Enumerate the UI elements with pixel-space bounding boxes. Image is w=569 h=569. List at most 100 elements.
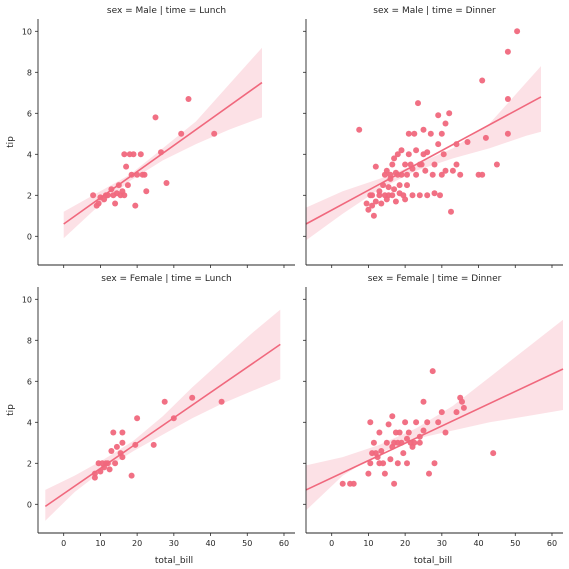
y-tick-label: 4: [27, 150, 32, 159]
data-point: [383, 167, 390, 174]
data-point: [424, 419, 431, 426]
data-point: [369, 202, 376, 209]
data-point: [152, 114, 159, 121]
data-point: [422, 167, 429, 174]
data-point: [415, 100, 421, 107]
data-point: [416, 439, 423, 446]
data-point: [339, 480, 346, 487]
data-point: [356, 126, 363, 133]
data-point: [389, 192, 396, 199]
data-point: [112, 200, 119, 207]
data-point: [413, 171, 420, 178]
data-point: [185, 96, 192, 102]
data-point: [137, 151, 144, 158]
data-point: [380, 460, 387, 467]
x-tick-label: 10: [363, 539, 373, 548]
data-point: [218, 398, 225, 405]
data-point: [387, 171, 394, 178]
data-point: [369, 192, 376, 199]
x-tick-label: 10: [95, 539, 105, 548]
data-point: [396, 429, 403, 436]
data-point: [435, 141, 442, 148]
data-point: [211, 130, 218, 137]
data-point: [124, 182, 131, 189]
data-point: [479, 171, 486, 178]
y-axis-label-bottom: tip: [6, 404, 16, 416]
data-point: [365, 206, 372, 213]
data-point: [376, 429, 383, 436]
x-tick-label: 30: [169, 539, 179, 548]
data-point: [376, 188, 383, 195]
data-point: [130, 151, 137, 158]
data-point: [416, 192, 423, 199]
data-point: [134, 415, 141, 422]
data-point: [161, 398, 168, 405]
facet-panel: sex = Female | time = Dinner 0 10 20 30 40 50 6…: [303, 274, 564, 548]
data-point: [420, 427, 427, 434]
data-point: [435, 112, 442, 119]
y-tick-label: 10: [22, 295, 32, 304]
data-point: [442, 167, 449, 174]
y-tick-label: 2: [27, 459, 32, 468]
data-point: [404, 460, 410, 467]
x-tick-label: 40: [473, 539, 483, 548]
data-point: [431, 460, 438, 467]
data-point: [108, 448, 115, 454]
data-point: [413, 419, 420, 426]
data-point: [420, 126, 427, 133]
y-tick-label: 0: [27, 500, 32, 509]
data-point: [404, 435, 410, 442]
data-point: [398, 147, 405, 154]
data-point: [437, 192, 443, 199]
x-tick-label: 50: [510, 539, 520, 548]
data-point: [411, 130, 418, 137]
data-point: [440, 151, 447, 158]
facet-title: sex = Male | time = Dinner: [373, 6, 496, 16]
data-point: [378, 448, 385, 454]
data-point: [429, 171, 436, 178]
data-point: [378, 200, 385, 207]
data-point: [424, 192, 431, 199]
confidence-band: [45, 309, 281, 521]
data-point: [402, 196, 409, 203]
x-axis-label-left: total_bill: [155, 556, 193, 566]
data-point: [402, 419, 409, 426]
data-point: [376, 192, 383, 199]
data-point: [413, 147, 420, 154]
data-point: [438, 171, 445, 178]
data-point: [438, 130, 445, 137]
data-point: [493, 161, 500, 168]
data-point: [391, 186, 398, 193]
data-point: [367, 419, 374, 426]
data-point: [91, 474, 98, 481]
regression-line: [305, 96, 542, 225]
confidence-band: [306, 319, 563, 511]
x-tick-label: 60: [547, 539, 557, 548]
data-point: [385, 184, 392, 191]
data-point: [150, 441, 157, 448]
y-tick-label: 10: [22, 27, 32, 36]
data-point: [365, 470, 372, 477]
data-point: [429, 368, 436, 375]
data-point: [383, 439, 390, 446]
y-tick-label: 2: [27, 191, 32, 200]
data-point: [405, 130, 412, 137]
data-point: [431, 161, 438, 168]
y-tick-label: 8: [27, 336, 32, 345]
data-point: [95, 200, 102, 207]
data-point: [189, 394, 196, 401]
y-axis-label-top: tip: [6, 136, 16, 148]
data-point: [490, 450, 497, 457]
x-tick-label: 40: [205, 539, 215, 548]
data-point: [446, 110, 453, 117]
data-point: [363, 200, 370, 207]
confidence-band: [306, 66, 541, 241]
regression-line: [305, 368, 564, 491]
data-point: [128, 472, 135, 479]
data-point: [426, 470, 432, 477]
data-point: [438, 409, 445, 416]
data-point: [420, 398, 427, 405]
data-point: [405, 429, 412, 436]
data-point: [504, 48, 511, 55]
data-point: [112, 460, 119, 467]
